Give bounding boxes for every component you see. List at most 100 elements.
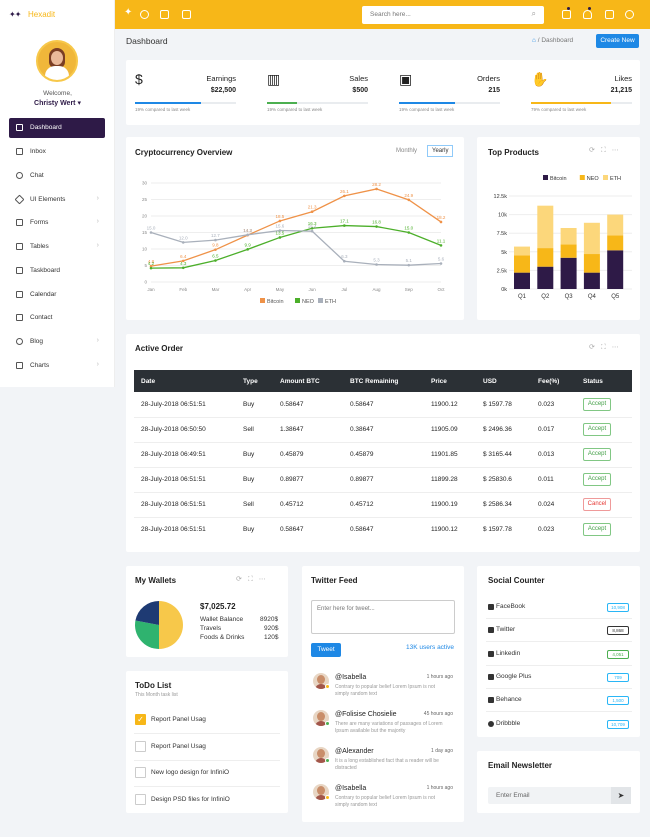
more-icon[interactable]: ⋯ — [258, 576, 272, 583]
social-label[interactable]: Dribbble — [496, 719, 521, 727]
data-label: 4.8 — [148, 259, 155, 264]
sidebar-item-dashboard[interactable]: Dashboard — [9, 118, 105, 138]
column-header[interactable]: Type — [243, 378, 258, 385]
refresh-icon[interactable]: ⟳ — [589, 344, 601, 351]
todo-checkbox[interactable] — [135, 794, 146, 805]
data-point — [439, 262, 443, 265]
row-divider — [134, 517, 632, 518]
social-label[interactable]: Linkedin — [496, 649, 521, 657]
thumbs-up-icon: ✋ — [531, 71, 549, 87]
send-icon[interactable]: ➤ — [611, 787, 631, 804]
yearly-tab[interactable]: Yearly — [427, 145, 454, 157]
data-label: 5.1 — [406, 258, 413, 263]
newsletter-email-input[interactable]: Enter Email ➤ — [488, 787, 631, 804]
plus-icon[interactable]: ✦ — [124, 7, 133, 18]
sidebar-item-taskboard[interactable]: Taskboard — [9, 261, 105, 281]
card-actions[interactable]: ⟳⛶⋯ — [589, 343, 625, 352]
power-icon[interactable] — [625, 10, 634, 19]
stat-note: 19% compared to last week — [267, 107, 323, 112]
column-header[interactable]: Date — [141, 378, 156, 385]
data-label: 6.4 — [180, 254, 187, 259]
status-badge[interactable]: Accept — [583, 423, 611, 436]
home-icon — [16, 124, 23, 131]
expand-icon[interactable]: ⛶ — [600, 344, 612, 351]
diamond-icon — [14, 194, 25, 205]
todo-item-text: New logo design for InfiniO — [151, 769, 230, 776]
expand-icon[interactable]: ⛶ — [600, 147, 612, 154]
status-badge[interactable]: Accept — [583, 398, 611, 411]
more-icon[interactable]: ⋯ — [611, 344, 625, 351]
column-header[interactable]: Fee(%) — [538, 378, 560, 385]
sidebar-item-inbox[interactable]: Inbox — [9, 142, 105, 162]
status-badge[interactable]: Cancel — [583, 498, 611, 511]
grid-icon[interactable] — [605, 10, 614, 19]
home-icon[interactable]: ⌂ — [532, 37, 536, 44]
feed-user[interactable]: @Folisise Chosielie — [335, 711, 397, 718]
card-actions[interactable]: ⟳⛶⋯ — [236, 575, 272, 584]
feed-user[interactable]: @Alexander — [335, 748, 374, 755]
table-cell: Buy — [243, 451, 255, 458]
tag-icon — [16, 243, 23, 250]
search-input[interactable]: Search here... ⌕ — [362, 6, 544, 24]
user-menu[interactable]: Christy Wert ▾ — [0, 99, 115, 107]
brand-logo[interactable]: ✦✦ Hexadit — [0, 0, 115, 29]
active-users-link[interactable]: 13K users active — [406, 644, 455, 651]
avatar[interactable] — [36, 40, 78, 82]
chat-icon[interactable] — [182, 10, 191, 19]
column-header[interactable]: BTC Remaining — [350, 378, 399, 385]
refresh-icon[interactable]: ⟳ — [236, 576, 248, 583]
bell-icon[interactable] — [583, 10, 592, 19]
feed-user[interactable]: @Isabella — [335, 674, 367, 681]
tweet-textarea[interactable]: Enter here for tweet... — [311, 600, 455, 634]
legend-label: Bitcoin — [267, 299, 284, 305]
column-header[interactable]: Amount BTC — [280, 378, 320, 385]
sidebar-item-calendar[interactable]: Calendar — [9, 285, 105, 305]
data-label: 26.1 — [340, 189, 349, 194]
social-label[interactable]: Google Plus — [496, 672, 532, 680]
social-label[interactable]: Twitter — [496, 626, 516, 634]
status-badge[interactable]: Accept — [583, 523, 611, 536]
stat-label: Earnings — [206, 74, 236, 83]
todo-checkbox-checked[interactable]: ✓ — [135, 714, 146, 725]
card-actions[interactable]: ⟳⛶⋯ — [589, 146, 625, 155]
feed-user[interactable]: @Isabella — [335, 785, 367, 792]
refresh-icon[interactable]: ⟳ — [589, 147, 601, 154]
status-badge[interactable]: Accept — [583, 473, 611, 486]
pie-slice — [159, 601, 183, 649]
expand-icon[interactable]: ⛶ — [247, 576, 259, 583]
social-count-badge: 10,709 — [607, 719, 629, 729]
newsletter-title: Email Newsletter — [488, 761, 553, 770]
search-icon[interactable]: ⌕ — [531, 9, 536, 18]
twitter-title: Twitter Feed — [311, 576, 358, 585]
sidebar-item-blog[interactable]: Blog › — [9, 332, 105, 352]
todo-checkbox[interactable] — [135, 741, 146, 752]
wallet-label: Wallet Balance — [200, 616, 244, 623]
todo-checkbox[interactable] — [135, 767, 146, 778]
image-icon[interactable] — [160, 10, 169, 19]
data-point — [181, 259, 185, 263]
column-header[interactable]: Status — [583, 378, 603, 385]
y-tick-label: 5k — [501, 250, 507, 256]
sidebar-item-tables[interactable]: Tables › — [9, 237, 105, 257]
monthly-tab[interactable]: Monthly — [396, 148, 418, 154]
sidebar-item-ui-elements[interactable]: UI Elements › — [9, 190, 105, 210]
more-icon[interactable]: ⋯ — [611, 147, 625, 154]
stat-progress — [399, 102, 500, 104]
sidebar-item-contact[interactable]: Contact — [9, 308, 105, 328]
settings-icon[interactable] — [140, 10, 149, 19]
mail-icon[interactable] — [562, 10, 571, 19]
sidebar-item-forms[interactable]: Forms › — [9, 213, 105, 233]
y-tick-label: 15 — [142, 230, 148, 235]
sidebar-item-chat[interactable]: Chat — [9, 166, 105, 186]
tweet-button[interactable]: Tweet — [311, 643, 341, 657]
data-label: 13.5 — [276, 230, 285, 235]
data-label: 4.3 — [180, 261, 187, 266]
sidebar-item-charts[interactable]: Charts › — [9, 356, 105, 376]
create-new-button[interactable]: Create New — [596, 34, 639, 48]
column-header[interactable]: USD — [483, 378, 497, 385]
column-header[interactable]: Price — [431, 378, 447, 385]
status-badge[interactable]: Accept — [583, 448, 611, 461]
social-label[interactable]: FaceBook — [496, 603, 526, 610]
social-label[interactable]: Behance — [496, 696, 522, 704]
stat-label: Sales — [349, 74, 368, 83]
